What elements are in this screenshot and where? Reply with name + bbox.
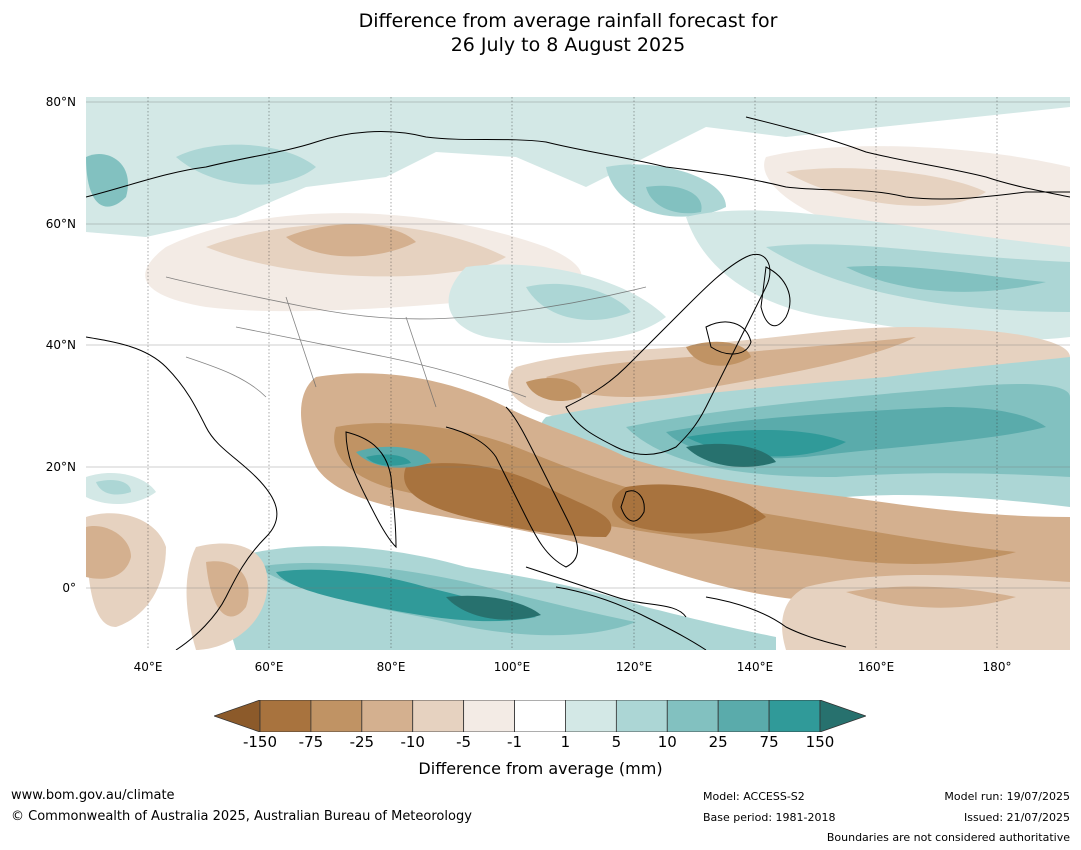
base-period-text: Base period: 1981-2018 (703, 811, 836, 824)
lon-label-180: 180° (982, 660, 1012, 674)
lat-label-20n: 20°N (45, 460, 76, 474)
colorbar-tick-label: 1 (560, 733, 571, 751)
colorbar-segment (768, 700, 821, 732)
colorbar-segment (259, 700, 312, 732)
map-title: Difference from average rainfall forecas… (0, 9, 1081, 57)
lon-label-160e: 160°E (857, 660, 895, 674)
lon-label-120e: 120°E (615, 660, 653, 674)
title-line-2: 26 July to 8 August 2025 (450, 34, 686, 56)
lon-label-100e: 100°E (493, 660, 531, 674)
colorbar-tick-label: 75 (759, 733, 779, 751)
colorbar-tick-label: -75 (298, 733, 324, 751)
lon-label-40e: 40°E (133, 660, 163, 674)
model-text: Model: ACCESS-S2 (703, 790, 805, 803)
colorbar-tick-label: 150 (805, 733, 835, 751)
colorbar-tick-label: -5 (456, 733, 472, 751)
colorbar-tick-label: 25 (708, 733, 728, 751)
colorbar-segment (717, 700, 770, 732)
colorbar-tick-label: -25 (349, 733, 375, 751)
colorbar-segment (412, 700, 465, 732)
lon-label-80e: 80°E (376, 660, 406, 674)
colorbar-tick-label: -150 (242, 733, 278, 751)
lat-label-0: 0° (62, 581, 76, 595)
colorbar (214, 700, 866, 732)
lat-label-80n: 80°N (45, 95, 76, 109)
colorbar-tick-label: 10 (657, 733, 677, 751)
colorbar-segment (463, 700, 515, 732)
model-run-text: Model run: 19/07/2025 (944, 790, 1070, 803)
colorbar-label: Difference from average (mm) (418, 759, 663, 778)
colorbar-tick-label: -10 (400, 733, 425, 751)
issued-text: Issued: 21/07/2025 (963, 811, 1070, 824)
colorbar-segment (514, 700, 566, 732)
lat-label-60n: 60°N (45, 217, 76, 231)
colorbar-segment (565, 700, 617, 732)
copyright-text: © Commonwealth of Australia 2025, Austra… (11, 809, 472, 824)
disclaimer-text: Boundaries are not considered authoritat… (826, 831, 1070, 844)
colorbar-tick-label: 5 (611, 733, 622, 751)
rainfall-anomaly-map (86, 97, 1070, 650)
lat-label-40n: 40°N (45, 338, 76, 352)
colorbar-segment (615, 700, 668, 732)
colorbar-segment (666, 700, 719, 732)
colorbar-extend-high (819, 700, 866, 732)
colorbar-segment (361, 700, 414, 732)
website-link[interactable]: www.bom.gov.au/climate (11, 788, 175, 803)
colorbar-extend-low (214, 700, 261, 732)
colorbar-segment (310, 700, 363, 732)
lon-label-60e: 60°E (254, 660, 284, 674)
title-line-1: Difference from average rainfall forecas… (358, 10, 778, 32)
colorbar-tick-label: -1 (507, 733, 523, 751)
map-canvas (86, 97, 1070, 650)
lon-label-140e: 140°E (736, 660, 774, 674)
